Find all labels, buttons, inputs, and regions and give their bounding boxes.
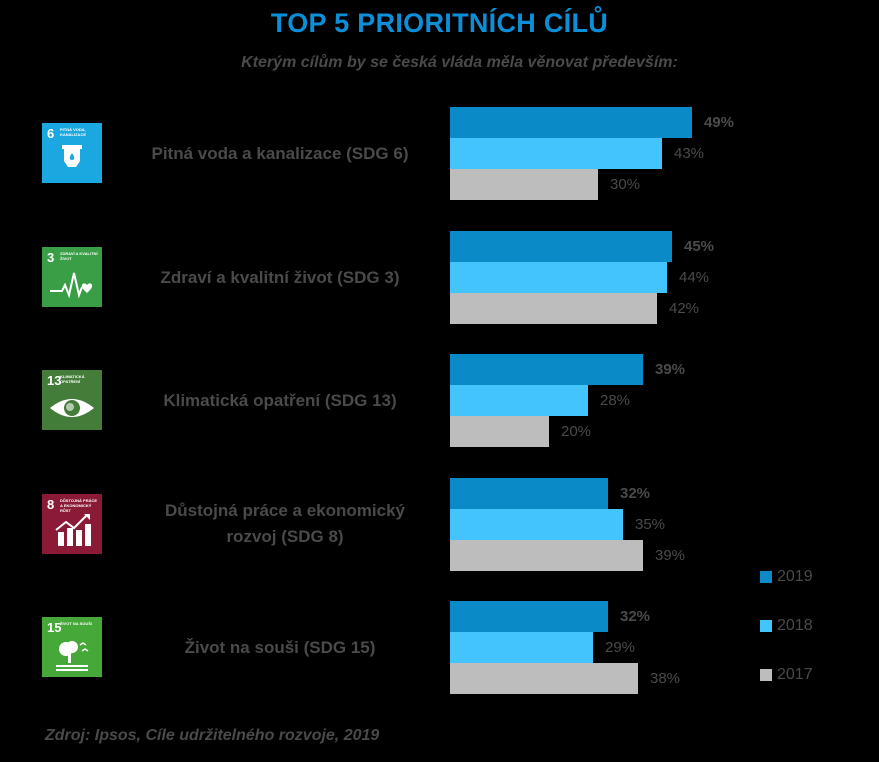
sdg-label: ZDRAVÍ A KVALITNÍ ŽIVOT: [60, 251, 98, 261]
value-label: 20%: [561, 423, 592, 440]
bar-2018: [450, 509, 623, 540]
bar-2019: [450, 354, 643, 385]
category-label: Důstojná práce a ekonomický rozvoj (SDG …: [165, 501, 405, 546]
tree-birds-icon: [56, 641, 89, 671]
bar-group: 3 ZDRAVÍ A KVALITNÍ ŽIVOT Zdraví a kvalitn…: [0, 231, 879, 327]
value-label: 45%: [684, 238, 715, 255]
bar-group: 8 DŮSTOJNÁ PRÁCE A EKONOMICKÝ RŮST Důstojn…: [0, 478, 879, 574]
legend-item-2017: 2017: [760, 666, 860, 686]
value-label: 39%: [655, 361, 686, 378]
water-icon: [62, 145, 82, 167]
chart-title: TOP 5 PRIORITNÍCH CÍLŮ: [270, 8, 609, 38]
value-label: 38%: [650, 670, 681, 687]
legend-label: 2017: [777, 666, 813, 683]
bar-group: 6 PITNÁ VODA, KANALIZACE Pitná voda a kana…: [0, 107, 879, 203]
sdg-label: ŽIVOT NA SOUŠI: [60, 621, 93, 626]
category-label: Pitná voda a kanalizace (SDG 6): [151, 144, 409, 163]
bar-group: 15 ŽIVOT NA SOUŠI Život na souši (SDG 15) 3…: [0, 601, 879, 697]
sdg-8-icon: 8 DŮSTOJNÁ PRÁCE A EKONOMICKÝ RŮST: [42, 494, 102, 554]
legend-swatch: [760, 620, 772, 632]
value-label: 49%: [704, 114, 735, 131]
value-label: 28%: [600, 392, 631, 409]
bar-2018: [450, 262, 667, 293]
value-label: 30%: [610, 176, 641, 193]
sdg-label: DŮSTOJNÁ PRÁCE A EKONOMICKÝ RŮST: [60, 498, 98, 513]
growth-chart-icon: [55, 514, 91, 546]
bar-2017: [450, 293, 657, 324]
category-label: Život na souši (SDG 15): [184, 638, 376, 657]
legend-item-2018: 2018: [760, 617, 860, 637]
sdg-6-icon: 6 PITNÁ VODA, KANALIZACE: [42, 123, 102, 183]
sdg-number: 15: [47, 620, 62, 635]
value-label: 32%: [620, 608, 651, 625]
category-label: Zdraví a kvalitní život (SDG 3): [160, 268, 400, 287]
value-label: 29%: [605, 639, 636, 656]
value-label: 43%: [674, 145, 705, 162]
value-label: 35%: [635, 516, 666, 533]
bar-2017: [450, 540, 643, 571]
bar-group: 13 KLIMATICKÁ OPATŘENÍ Klimatická opatření…: [0, 354, 879, 450]
bar-2018: [450, 632, 593, 663]
bar-2018: [450, 138, 662, 169]
heartbeat-icon: [50, 272, 93, 299]
sdg-13-icon: 13 KLIMATICKÁ OPATŘENÍ: [42, 370, 102, 430]
chart-subtitle: Kterým cílům by se česká vláda měla věno…: [241, 54, 678, 71]
sdg-number: 6: [47, 126, 55, 141]
bar-2019: [450, 231, 672, 262]
eye-globe-icon: [50, 399, 94, 417]
sdg-number: 13: [47, 373, 62, 388]
bar-2017: [450, 663, 638, 694]
legend-label: 2018: [777, 617, 813, 634]
source-note: Zdroj: Ipsos, Cíle udržitelného rozvoje,…: [45, 727, 380, 744]
sdg-label: KLIMATICKÁ OPATŘENÍ: [60, 374, 85, 384]
bar-2019: [450, 107, 692, 138]
bar-2019: [450, 478, 608, 509]
sdg-label: PITNÁ VODA, KANALIZACE: [60, 127, 86, 137]
sdg-number: 3: [47, 250, 55, 265]
bar-2017: [450, 169, 598, 200]
value-label: 44%: [679, 269, 710, 286]
legend-item-2019: 2019: [760, 568, 860, 588]
legend-swatch: [760, 669, 772, 681]
legend-swatch: [760, 571, 772, 583]
sdg-15-icon: 15 ŽIVOT NA SOUŠI: [42, 617, 102, 677]
value-label: 42%: [669, 300, 700, 317]
sdg-number: 8: [47, 497, 55, 512]
legend-label: 2019: [777, 568, 813, 585]
category-label: Klimatická opatření (SDG 13): [163, 391, 397, 410]
bar-2019: [450, 601, 608, 632]
bar-2017: [450, 416, 549, 447]
sdg-3-icon: 3 ZDRAVÍ A KVALITNÍ ŽIVOT: [42, 247, 102, 307]
value-label: 32%: [620, 485, 651, 502]
bar-2018: [450, 385, 588, 416]
value-label: 39%: [655, 547, 686, 564]
